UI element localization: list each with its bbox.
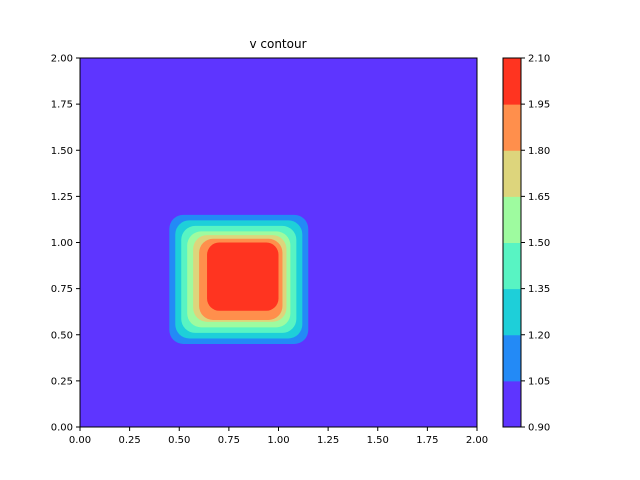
y-tick-label: 1.75 (51, 100, 73, 111)
y-tick-label: 2.00 (51, 54, 73, 65)
colorbar-tick-label: 1.95 (528, 100, 550, 111)
x-tick-label: 1.75 (416, 435, 438, 446)
colorbar-tick-label: 2.10 (528, 54, 550, 65)
contour-region-7 (207, 242, 279, 311)
colorbar-segment (503, 150, 521, 197)
colorbar-tick-label: 1.05 (528, 376, 550, 387)
y-tick-label: 0.50 (51, 330, 73, 341)
y-tick-label: 0.25 (51, 376, 73, 387)
colorbar-tick-label: 0.90 (528, 423, 550, 434)
x-tick-label: 1.00 (267, 435, 289, 446)
y-axis: 0.00 0.25 0.50 0.75 1.00 1.25 1.50 1.75 2.00 (51, 54, 80, 434)
colorbar-tick-label: 1.50 (528, 238, 550, 249)
colorbar-tick-label: 1.20 (528, 330, 550, 341)
y-tick-label: 1.25 (51, 192, 73, 203)
colorbar-tick-label: 1.65 (528, 192, 550, 203)
x-tick-label: 0.00 (69, 435, 91, 446)
contour-regions (80, 58, 477, 427)
colorbar-segment (503, 104, 521, 151)
colorbar: 0.90 1.05 1.20 1.35 1.50 1.65 1.80 1.95 2.10 (502, 54, 550, 434)
y-tick-label: 1.50 (51, 146, 73, 157)
y-tick-label: 1.00 (51, 238, 73, 249)
colorbar-tick-label: 1.80 (528, 146, 550, 157)
x-tick-label: 1.50 (367, 435, 389, 446)
chart-title: v contour (249, 37, 306, 51)
x-tick-label: 1.25 (317, 435, 339, 446)
y-tick-label: 0.75 (51, 284, 73, 295)
x-axis: 0.00 0.25 0.50 0.75 1.00 1.25 1.50 1.75 2.00 (69, 427, 488, 446)
colorbar-segment (503, 380, 521, 428)
colorbar-segment (503, 242, 521, 290)
x-tick-label: 0.50 (168, 435, 190, 446)
colorbar-segment (503, 58, 521, 105)
x-tick-label: 0.25 (118, 435, 140, 446)
y-tick-label: 0.00 (51, 423, 73, 434)
colorbar-tick-label: 1.35 (528, 284, 550, 295)
x-tick-label: 2.00 (466, 435, 488, 446)
colorbar-segment (503, 288, 521, 336)
x-tick-label: 0.75 (218, 435, 240, 446)
colorbar-segment (503, 334, 521, 382)
colorbar-segment (503, 196, 521, 243)
